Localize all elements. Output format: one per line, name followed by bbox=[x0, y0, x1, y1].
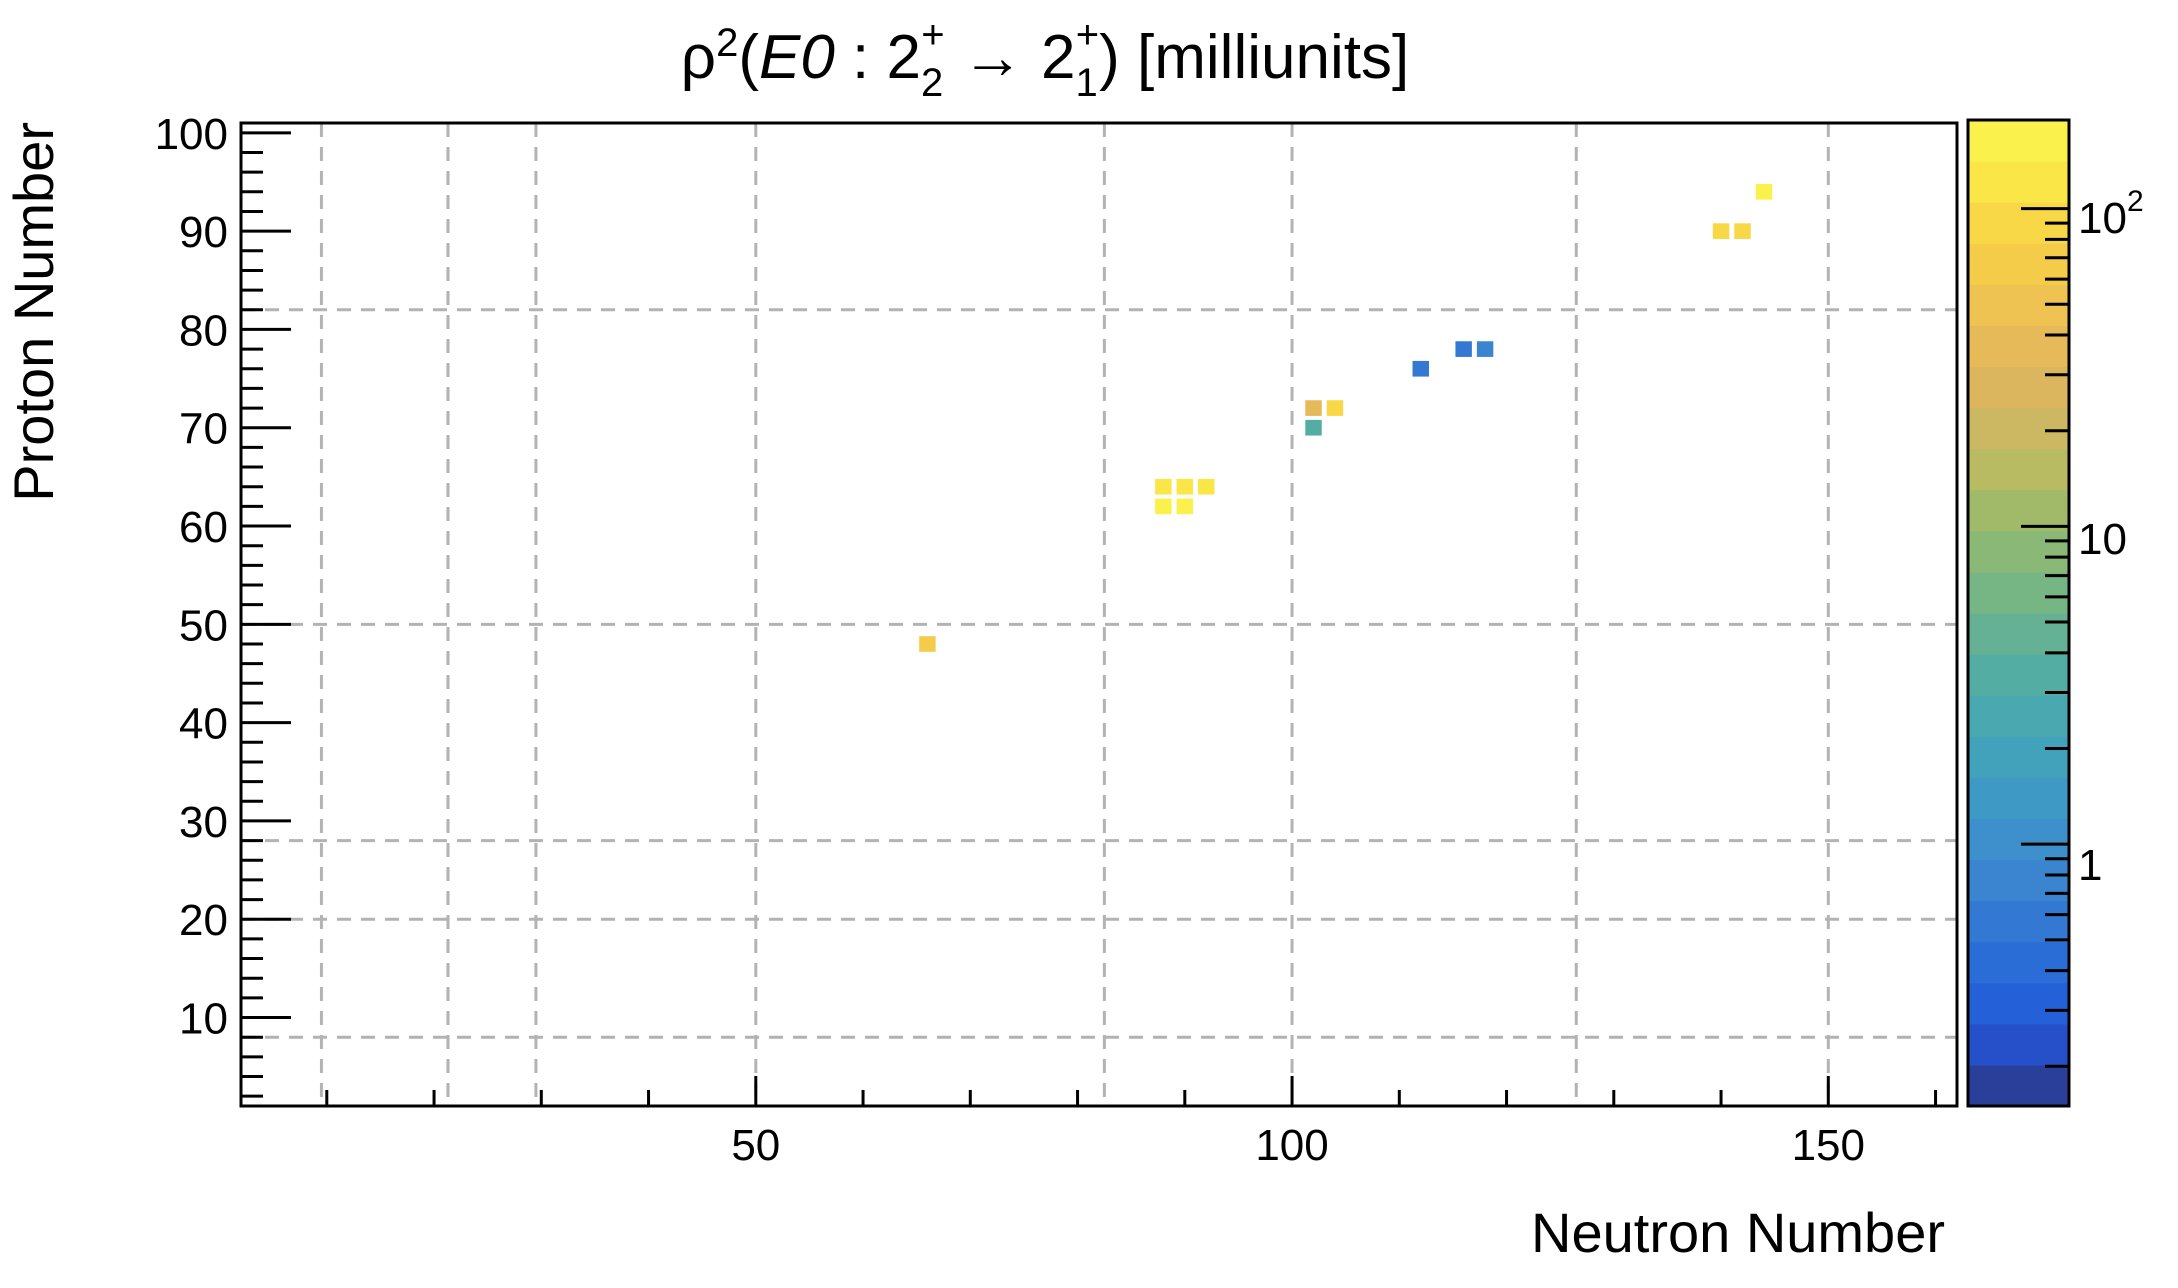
y-tick-label: 80 bbox=[179, 306, 228, 355]
colorbar-band bbox=[1968, 613, 2069, 655]
axis-ticks bbox=[241, 131, 1938, 1106]
colorbar bbox=[1968, 120, 2069, 1107]
x-tick-label: 50 bbox=[731, 1121, 780, 1170]
colorbar-band bbox=[1968, 654, 2069, 696]
colorbar-label-10: 10 bbox=[2078, 515, 2127, 564]
title-rho-superscript: 2 bbox=[716, 21, 738, 65]
heatmap-cell bbox=[1412, 360, 1429, 377]
y-axis-title: Proton Number bbox=[2, 122, 65, 502]
colorbar-band bbox=[1968, 530, 2069, 573]
heatmap-cell bbox=[1326, 400, 1344, 416]
title-open: ( bbox=[738, 23, 759, 92]
colorbar-band bbox=[1968, 366, 2069, 409]
heatmap-cell bbox=[1305, 419, 1322, 436]
colorbar-ticks bbox=[2021, 207, 2069, 1068]
plot-frame bbox=[239, 121, 1959, 1108]
colorbar-frame bbox=[1966, 118, 2071, 1108]
colorbar-label-100: 102 bbox=[2078, 185, 2144, 243]
chart-title: ρ2(E0 : 22+ → 21+) [milliunits] bbox=[681, 13, 1409, 105]
heatmap-cell bbox=[1198, 478, 1215, 495]
heatmap-cell bbox=[1476, 341, 1494, 357]
heatmap-cell bbox=[1305, 400, 1322, 416]
colorbar-label-1: 1 bbox=[2078, 841, 2102, 890]
colorbar-band bbox=[1968, 695, 2069, 737]
title-rho: ρ bbox=[681, 23, 716, 92]
heatmap-cell bbox=[1176, 498, 1194, 515]
heatmap-cell bbox=[1455, 341, 1472, 357]
heatmap-cell bbox=[1712, 223, 1730, 239]
x-tick-label: 150 bbox=[1792, 1121, 1865, 1170]
colorbar-band bbox=[1968, 120, 2069, 162]
title-colon: : 2 bbox=[835, 23, 921, 92]
colorbar-band bbox=[1968, 161, 2069, 203]
y-tick-label: 30 bbox=[179, 798, 228, 847]
colorbar-band bbox=[1968, 982, 2069, 1025]
title-close: ) [milliunits] bbox=[1099, 23, 1409, 92]
y-tick-label: 50 bbox=[179, 601, 228, 650]
colorbar-label-100-base: 10 bbox=[2078, 194, 2127, 243]
colorbar-band bbox=[1968, 489, 2069, 532]
colorbar-band bbox=[1968, 407, 2069, 450]
y-tick-labels: 10 20 30 40 50 60 70 80 90 100 bbox=[155, 110, 228, 1044]
y-tick-label: 40 bbox=[179, 700, 228, 749]
y-tick-label: 10 bbox=[179, 995, 228, 1044]
colorbar-band bbox=[1968, 736, 2069, 778]
colorbar-band bbox=[1968, 325, 2069, 368]
x-tick-label: 100 bbox=[1255, 1121, 1328, 1170]
x-tick-labels: 50 100 150 bbox=[731, 1121, 1865, 1170]
colorbar-band bbox=[1968, 448, 2069, 491]
y-tick-label: 60 bbox=[179, 503, 228, 552]
title-superscript-1: + bbox=[921, 13, 944, 57]
colorbar-band bbox=[1968, 941, 2069, 984]
colorbar-band bbox=[1968, 777, 2069, 820]
colorbar-label-100-exponent: 2 bbox=[2127, 185, 2144, 218]
heatmap-cell bbox=[919, 636, 936, 652]
heatmap-cell bbox=[1734, 223, 1751, 239]
heatmap-cell bbox=[1155, 478, 1172, 495]
colorbar-band bbox=[1968, 571, 2069, 614]
data-cells bbox=[919, 183, 1773, 652]
grid-lines bbox=[241, 123, 1957, 1106]
colorbar-band bbox=[1968, 859, 2069, 902]
y-tick-label: 100 bbox=[155, 110, 228, 159]
title-arrow: → 2 bbox=[945, 23, 1076, 92]
y-tick-label: 20 bbox=[179, 896, 228, 945]
colorbar-band bbox=[1968, 818, 2069, 861]
heatmap-cell bbox=[1176, 478, 1194, 495]
y-tick-label: 70 bbox=[179, 405, 228, 454]
colorbar-band bbox=[1968, 900, 2069, 943]
x-axis-title: Neutron Number bbox=[1531, 1201, 1945, 1264]
title-e0: E0 bbox=[759, 23, 835, 92]
heatmap-cell bbox=[1155, 498, 1172, 515]
title-superscript-2: + bbox=[1076, 13, 1099, 57]
title-subscript-1: 2 bbox=[921, 61, 943, 105]
colorbar-band bbox=[1968, 1023, 2069, 1066]
colorbar-band bbox=[1968, 1064, 2069, 1107]
y-tick-label: 90 bbox=[179, 208, 228, 257]
heatmap-cell bbox=[1755, 183, 1773, 200]
title-subscript-2: 1 bbox=[1076, 61, 1098, 105]
